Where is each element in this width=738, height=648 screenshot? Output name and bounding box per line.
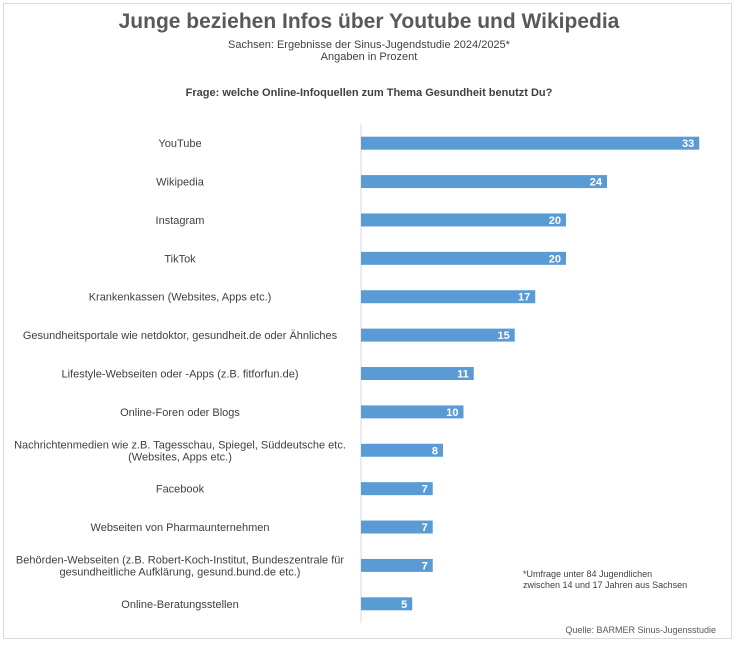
- bar-12: [361, 558, 433, 572]
- data-label-11: 7: [422, 522, 428, 534]
- chart-title: Junge beziehen Infos über Youtube und Wi…: [118, 10, 620, 33]
- data-label-6: 15: [498, 330, 510, 342]
- bar-1: [361, 136, 700, 150]
- bar-11: [361, 520, 433, 534]
- bar-7: [361, 367, 474, 380]
- bar-13: [361, 597, 413, 611]
- data-label-9: 8: [432, 445, 438, 457]
- data-label-5: 17: [518, 292, 530, 304]
- bar-10: [361, 482, 433, 496]
- category-label-9: Nachrichtenmedien wie z.B. Tagesschau, S…: [14, 439, 346, 463]
- bar-2: [361, 175, 607, 189]
- category-label-13: Online-Beratungsstellen: [121, 599, 238, 611]
- category-label-12: Behörden-Webseiten (z.B. Robert-Koch-Ins…: [16, 554, 344, 578]
- bar-8: [361, 405, 464, 419]
- data-label-2: 24: [590, 177, 603, 189]
- data-label-13: 5: [401, 599, 407, 611]
- data-label-10: 7: [422, 484, 428, 496]
- data-label-3: 20: [549, 215, 561, 227]
- category-label-6: Gesundheitsportale wie netdoktor, gesund…: [23, 330, 338, 342]
- bar-5: [361, 290, 536, 304]
- category-label-8: Online-Foren oder Blogs: [120, 407, 240, 419]
- footnote-line-2: zwischen 14 und 17 Jahren aus Sachsen: [523, 580, 688, 590]
- data-label-7: 11: [457, 369, 469, 381]
- category-label-5: Krankenkassen (Websites, Apps etc.): [89, 292, 272, 304]
- category-label-2: Wikipedia: [156, 177, 205, 189]
- data-label-4: 20: [549, 253, 561, 265]
- data-label-1: 33: [682, 138, 694, 150]
- category-label-10: Facebook: [156, 484, 205, 496]
- chart-subtitle-line-2: Angaben in Prozent: [320, 51, 418, 63]
- chart-subtitle-line-1: Sachsen: Ergebnisse der Sinus-Jugendstud…: [228, 39, 510, 51]
- category-label-7: Lifestyle-Webseiten oder -Apps (z.B. fit…: [61, 369, 298, 381]
- category-label-3: Instagram: [156, 215, 205, 227]
- bar-4: [361, 251, 566, 265]
- bar-6: [361, 328, 515, 342]
- data-label-12: 7: [422, 560, 428, 572]
- source-note: Quelle: BARMER Sinus-Jugensstudie: [565, 625, 716, 635]
- data-label-8: 10: [446, 407, 458, 419]
- bar-9: [361, 443, 443, 457]
- footnote: *Umfrage unter 84 Jugendlichen zwischen …: [523, 569, 687, 591]
- bar-3: [361, 213, 566, 227]
- category-label-1: YouTube: [158, 138, 201, 150]
- category-label-4: TikTok: [164, 253, 196, 265]
- footnote-line-1: *Umfrage unter 84 Jugendlichen: [523, 569, 653, 579]
- survey-question: Frage: welche Online-Infoquellen zum The…: [185, 87, 553, 99]
- category-label-11: Webseiten von Pharmaunternehmen: [91, 522, 270, 534]
